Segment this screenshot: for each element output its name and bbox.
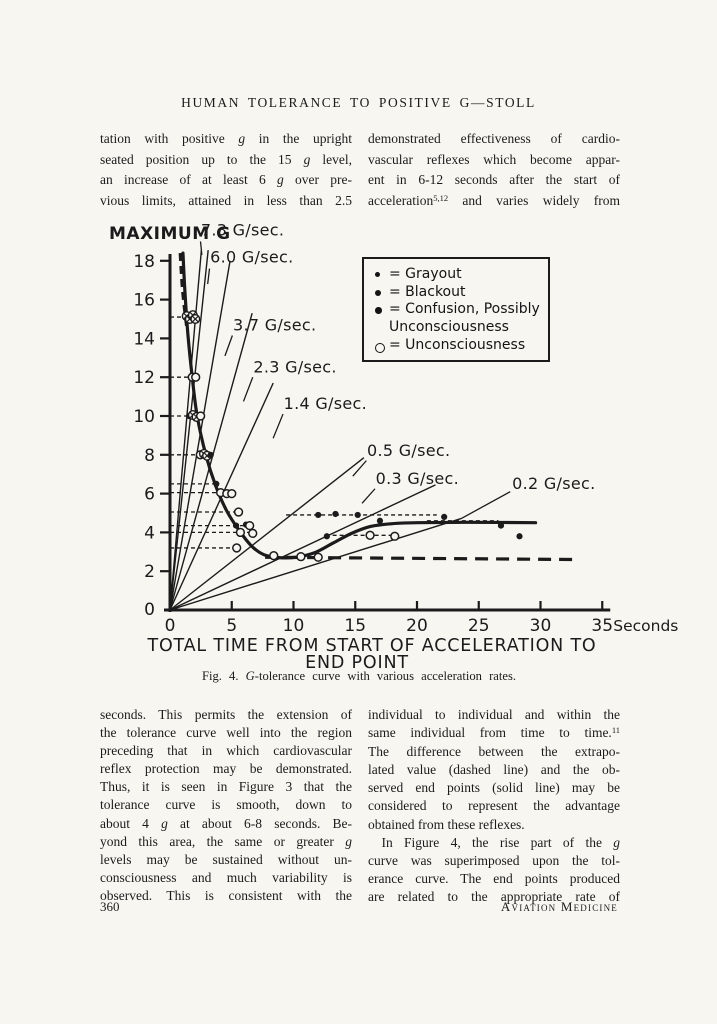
svg-text:2: 2 [144, 562, 155, 582]
svg-text:END POINT: END POINT [305, 653, 409, 673]
text-line: observed. This is consistent with the [100, 887, 352, 903]
svg-text:2.3 G/sec.: 2.3 G/sec. [253, 357, 336, 376]
legend-item: = Confusion, Possibly Unconsciousness [374, 301, 540, 336]
svg-text:10: 10 [283, 616, 305, 636]
acceleration-rate-lines: 7.3 G/sec. 6.0 G/sec. 3.7 G/sec. 2.3 G/sec.… [169, 221, 595, 611]
svg-text:0.3 G/sec.: 0.3 G/sec. [376, 469, 459, 488]
legend-label: = Confusion, Possibly Unconsciousness [389, 301, 540, 335]
svg-text:0: 0 [165, 616, 176, 636]
text-line: In Figure 4, the rise part of the g [368, 834, 621, 850]
svg-text:18: 18 [133, 252, 155, 272]
svg-text:16: 16 [133, 291, 155, 311]
top-text-columns: tation with positive g in the upright sea… [100, 129, 620, 212]
svg-text:6: 6 [144, 485, 155, 505]
svg-text:Seconds: Seconds [613, 617, 678, 635]
page-footer: 360 Aviation Medicine [100, 899, 618, 915]
text-line: yond this area, the same or greater g [100, 833, 352, 849]
top-right-column: demonstrated effectiveness of cardio-vas… [368, 129, 620, 212]
svg-text:30: 30 [530, 616, 552, 636]
svg-text:20: 20 [406, 616, 428, 636]
text-line: are related to the appropriate rate of [368, 888, 620, 904]
text-line: obtained from these reflexes. [368, 816, 525, 832]
svg-text:10: 10 [133, 407, 155, 427]
svg-text:1.4 G/sec.: 1.4 G/sec. [284, 394, 367, 413]
text-line: the tolerance curve well into the region [100, 725, 352, 741]
filled-dot-icon [374, 301, 389, 318]
legend-item: = Unconsciousness [374, 337, 540, 355]
text-line: curve was superimposed upon the tol- [368, 852, 620, 868]
data-points [181, 310, 523, 562]
svg-text:8: 8 [144, 446, 155, 466]
text-line: tation with positive g in the upright [100, 131, 352, 146]
text-line: individual to individual and within the [368, 707, 620, 722]
svg-text:TOTAL TIME FROM START OF ACCEL: TOTAL TIME FROM START OF ACCELERATION TO [146, 636, 596, 656]
page-number: 360 [100, 899, 120, 914]
text-line: erance curve. The end points produced [368, 870, 620, 886]
text-line: same individual from time to time.11 [368, 725, 620, 741]
svg-text:MAXIMUM G: MAXIMUM G [109, 224, 231, 244]
svg-text:5: 5 [226, 616, 237, 636]
svg-text:35: 35 [591, 616, 613, 636]
text-line: acceleration5,12 and varies widely from [368, 192, 620, 208]
svg-text:14: 14 [133, 329, 155, 349]
text-line: served end points (solid line) may be [368, 780, 620, 796]
text-line: tolerance curve is smooth, down to [100, 797, 352, 813]
top-left-column: tation with positive g in the upright sea… [100, 129, 352, 212]
bottom-left-column: seconds. This permits the extension of th… [100, 706, 352, 906]
svg-text:6.0 G/sec.: 6.0 G/sec. [210, 248, 293, 267]
svg-text:12: 12 [133, 368, 155, 388]
text-line: an increase of at least 6 g over pre- [100, 172, 352, 188]
text-line: seconds. This permits the extension of [100, 707, 352, 722]
text-line: levels may be sustained without un- [100, 851, 352, 867]
svg-text:0.2 G/sec.: 0.2 G/sec. [512, 474, 595, 493]
bottom-text-columns: seconds. This permits the extension of th… [100, 706, 620, 906]
journal-name: Aviation Medicine [500, 899, 618, 914]
svg-text:25: 25 [468, 616, 490, 636]
legend-item: = Grayout [374, 266, 540, 284]
text-line: vascular reflexes which become appar- [368, 151, 620, 167]
text-line: consciousness and much variability is [100, 869, 352, 885]
svg-text:7.3 G/sec.: 7.3 G/sec. [201, 221, 284, 240]
text-line: seated position up to the 15 g level, [100, 151, 352, 167]
svg-text:3.7 G/sec.: 3.7 G/sec. [233, 316, 316, 335]
text-line: lated value (dashed line) and the ob- [368, 762, 620, 778]
text-line: demonstrated effectiveness of cardio- [368, 131, 620, 146]
running-head: HUMAN TOLERANCE TO POSITIVE G—STOLL [181, 95, 536, 110]
text-line: considered to represent the advantage [368, 798, 620, 814]
axes: 2 4 6 8 10 12 14 16 18 00 5 10 15 20 25 30 35 Seconds MAXI… [109, 224, 678, 673]
svg-text:4: 4 [144, 523, 155, 543]
svg-text:15: 15 [344, 616, 366, 636]
text-line: ent in 6-12 seconds after the start of [368, 172, 620, 188]
text-line: reflex protection may be demonstrated. [100, 761, 352, 777]
filled-dot-icon [374, 266, 389, 283]
legend-label: = Unconsciousness [389, 336, 526, 353]
legend-item: = Blackout [374, 284, 540, 302]
text-line: preceding that in which cardiovascular [100, 743, 352, 759]
figure-4: 7.3 G/sec. 6.0 G/sec. 3.7 G/sec. 2.3 G/sec.… [95, 218, 695, 686]
text-line: about 4 g at about 6-8 seconds. Be- [100, 815, 352, 831]
legend-label: = Blackout [389, 283, 466, 300]
text-line: Thus, it is seen in Figure 3 that the [100, 779, 352, 795]
open-circle-icon [374, 337, 389, 354]
figure-caption: Fig. 4. G-tolerance curve with various a… [201, 669, 517, 683]
filled-dot-icon [374, 284, 389, 301]
text-line: The difference between the extrapo- [368, 744, 620, 760]
legend-label: = Grayout [389, 266, 462, 282]
text-line: vious limits, attained in less than 2.5 [100, 192, 352, 208]
chart-legend: = Grayout = Blackout = Confusion, Possibly… [362, 257, 550, 363]
g-tolerance-chart: 7.3 G/sec. 6.0 G/sec. 3.7 G/sec. 2.3 G/sec.… [109, 221, 678, 673]
bottom-right-column: individual to individual and within the s… [368, 706, 620, 906]
tolerance-curve [181, 251, 538, 560]
svg-text:0.5 G/sec.: 0.5 G/sec. [367, 441, 450, 460]
svg-text:0: 0 [144, 600, 155, 620]
